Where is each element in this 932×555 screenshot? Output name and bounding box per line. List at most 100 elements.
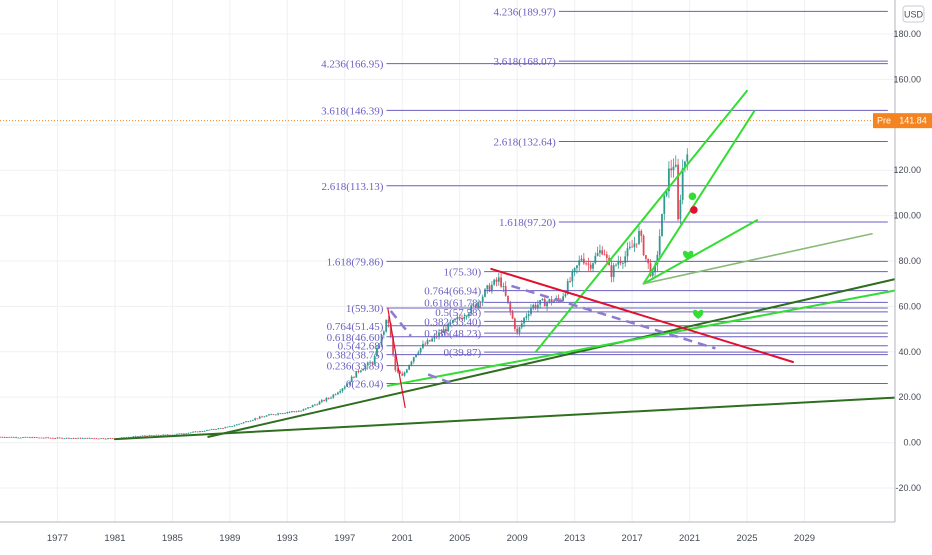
x-tick-label: 1993 [277, 533, 298, 544]
x-tick-label: 1989 [219, 533, 240, 544]
candle-body [192, 431, 194, 433]
candle-body [51, 437, 54, 439]
candle-body [242, 422, 245, 424]
candle-body [408, 364, 411, 370]
y-tick-label: 120.00 [893, 165, 921, 175]
price-value-box [895, 113, 932, 129]
candle-body [265, 415, 268, 417]
candle-body [270, 414, 273, 416]
candle-body [185, 433, 188, 435]
candle-body [104, 438, 107, 440]
candle-body [15, 437, 17, 438]
fib-level-label: 1.618(79.86) [327, 256, 384, 268]
candle-body [10, 436, 13, 438]
fib-level-label: 0.764(51.45) [327, 321, 384, 333]
candle-body [336, 392, 339, 395]
candle-body [451, 320, 454, 323]
candle-body [428, 340, 431, 342]
candle-body [566, 281, 569, 295]
candle-body [339, 391, 342, 393]
candle-body [286, 412, 289, 413]
candle-body [137, 436, 139, 437]
candle-body [635, 243, 638, 245]
candle-body [366, 362, 369, 366]
trendline [113, 396, 896, 441]
candle-body [196, 431, 199, 433]
y-tick-label: 100.00 [893, 211, 921, 221]
candle-body [86, 437, 89, 439]
candle-body [550, 299, 553, 303]
candle-body [74, 438, 77, 439]
candle-body [77, 437, 80, 439]
candle-body [348, 382, 351, 384]
candle-body [261, 416, 263, 418]
candle-body [222, 428, 224, 429]
candle-body [332, 394, 335, 398]
candle-body [240, 423, 243, 425]
candle-body [353, 376, 355, 378]
candle-body [199, 431, 201, 433]
candle-body [139, 436, 142, 437]
candle-body [5, 437, 8, 438]
candle-body [231, 426, 234, 428]
candle-body [474, 304, 477, 308]
currency-button[interactable]: USD [902, 5, 925, 23]
candle-body [189, 432, 192, 434]
candle-body [84, 437, 86, 439]
candle-body [325, 398, 328, 401]
candle-body [291, 411, 293, 413]
fib-level-label: 0.382(53.40) [424, 316, 481, 328]
candle-body [224, 427, 227, 429]
candle-body [0, 436, 1, 438]
candle-body [495, 279, 498, 282]
candle-body [45, 437, 47, 439]
fibonacci-levels: 4.236(189.97) 4.236(166.95) 3.618(168.07) 3… [321, 6, 888, 390]
candle-body [665, 191, 668, 196]
candle-body [516, 328, 519, 333]
candle-body [571, 271, 574, 282]
fib-level-label: 0.618(61.78) [424, 297, 481, 309]
candle-body [217, 428, 220, 430]
candle-body [164, 434, 167, 436]
candle-body [569, 281, 571, 282]
candle-body [463, 316, 466, 319]
candle-body [233, 425, 236, 427]
candle-body [605, 254, 608, 258]
candle-body [272, 414, 275, 416]
candle-body [19, 437, 22, 439]
fib-level-label: 4.236(189.97) [494, 6, 557, 18]
candle-body [93, 438, 96, 440]
price-badge: Pre 141.84 [873, 113, 932, 129]
candle-body [146, 435, 149, 437]
candle-body [638, 230, 640, 244]
candle-body [592, 263, 594, 269]
candle-body [394, 354, 397, 370]
y-tick-label: 180.00 [893, 29, 921, 39]
x-tick-label: 1981 [104, 533, 125, 544]
candle-body [205, 430, 208, 431]
candle-body [33, 437, 36, 439]
candle-body [412, 357, 415, 362]
y-tick-label: 160.00 [893, 74, 921, 84]
candle-body [311, 405, 314, 408]
candle-body [449, 322, 452, 324]
candle-body [58, 437, 61, 439]
candle-body [599, 250, 601, 254]
candle-body [203, 430, 206, 432]
y-tick-label: 40.00 [898, 347, 921, 357]
candle-body [228, 426, 231, 428]
candle-body [56, 437, 59, 439]
candle-body [419, 347, 422, 353]
candle-body [166, 434, 169, 436]
fib-level-label: 2.618(113.13) [322, 181, 384, 193]
candle-body [674, 164, 677, 167]
candle-body [302, 409, 305, 411]
candle-body [468, 313, 470, 317]
candle-body [477, 302, 479, 308]
candle-body [633, 243, 636, 248]
candle-body [631, 246, 634, 248]
fib-level-label: 1(59.30) [346, 303, 384, 315]
candle-body [465, 316, 468, 317]
candle-body [587, 263, 590, 265]
candle-body [100, 438, 103, 440]
